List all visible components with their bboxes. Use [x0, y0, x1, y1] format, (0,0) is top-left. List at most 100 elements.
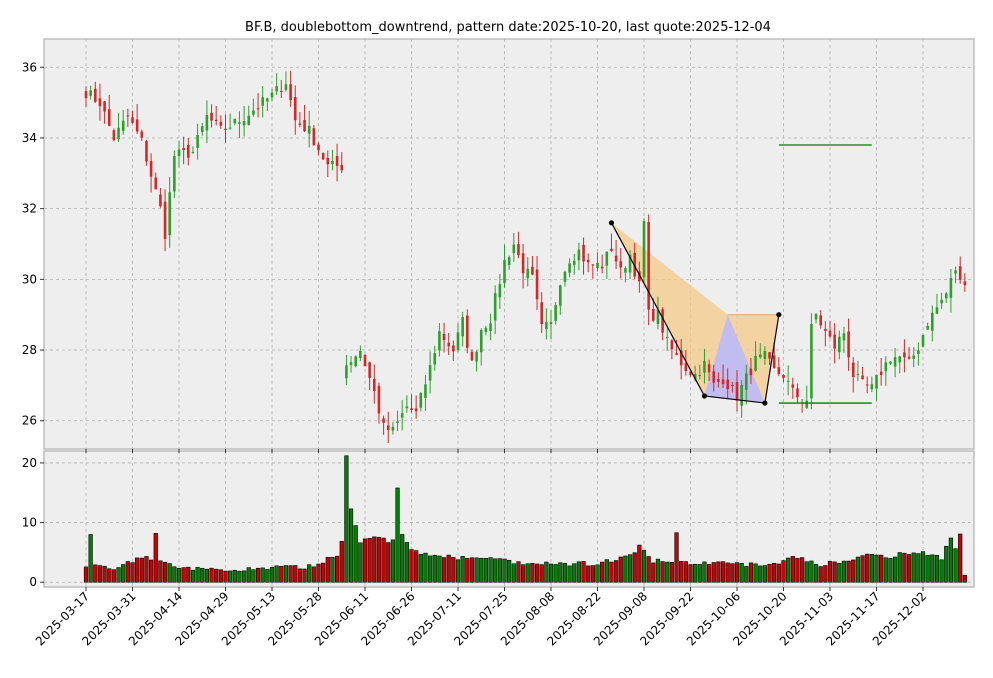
candle-body	[577, 249, 581, 261]
candle-body	[665, 337, 669, 339]
candle-body	[870, 384, 874, 390]
volume-bar	[902, 552, 907, 583]
candle-body	[340, 164, 344, 171]
candle-body	[382, 418, 385, 423]
volume-bar	[172, 566, 177, 583]
volume-bar	[869, 554, 874, 583]
volume-bar	[339, 541, 344, 583]
candle-body	[907, 356, 911, 359]
candle-body	[163, 201, 167, 239]
candle-body	[121, 120, 125, 131]
candle-body	[391, 426, 395, 431]
candle-body	[884, 362, 888, 372]
volume-bar	[302, 568, 307, 583]
volume-bar	[674, 532, 679, 583]
candle-body	[210, 112, 213, 121]
candle-body	[642, 221, 646, 278]
candle-body	[107, 109, 111, 126]
volume-bar	[409, 549, 414, 583]
volume-bar	[153, 533, 158, 583]
candle-body	[456, 332, 460, 350]
pattern-point	[776, 312, 782, 318]
candle-body	[214, 119, 218, 122]
volume-bar	[195, 567, 200, 583]
volume-bar	[158, 560, 163, 583]
volume-bar	[190, 569, 196, 583]
candle-body	[354, 356, 357, 367]
candle-body	[810, 324, 813, 399]
volume-bar	[883, 557, 888, 583]
candle-body	[689, 371, 692, 375]
candle-body	[470, 351, 474, 361]
candle-body	[624, 268, 627, 273]
candle-body	[266, 98, 269, 102]
volume-bar	[888, 557, 893, 583]
volume-bar	[595, 564, 600, 583]
candle-body	[228, 127, 232, 129]
volume-bar	[576, 561, 581, 583]
candle-body	[944, 293, 948, 299]
volume-bar	[376, 536, 382, 583]
volume-bar	[795, 558, 800, 583]
candle-body	[377, 385, 381, 414]
volume-bar	[404, 542, 409, 583]
price-tick-label: 32	[22, 202, 37, 216]
candle-body	[875, 374, 878, 389]
candle-body	[400, 413, 404, 418]
candle-body	[447, 342, 450, 347]
candle-body	[796, 388, 799, 398]
candle-body	[242, 121, 246, 126]
volume-bar	[251, 569, 256, 583]
candle-body	[149, 160, 153, 177]
volume-bar	[181, 567, 186, 583]
candle-body	[893, 357, 897, 367]
volume-bar	[149, 559, 154, 583]
candle-body	[768, 352, 771, 359]
candle-body	[731, 384, 734, 386]
volume-bar	[162, 561, 168, 583]
volume-bar	[255, 567, 261, 583]
candle-body	[307, 125, 311, 134]
candle-body	[903, 352, 906, 358]
volume-bar	[186, 566, 191, 583]
price-tick-label: 34	[22, 131, 37, 145]
volume-bar	[818, 566, 823, 583]
candle-body	[865, 384, 869, 386]
volume-bar	[474, 557, 479, 583]
candle-body	[652, 308, 655, 321]
volume-bar	[772, 562, 777, 583]
candle-body	[200, 126, 204, 133]
volume-bar	[962, 574, 967, 583]
candle-body	[410, 408, 413, 411]
volume-bar	[651, 562, 656, 583]
candle-body	[717, 378, 720, 382]
candle-body	[740, 384, 743, 406]
volume-bar	[906, 554, 912, 583]
candle-body	[466, 315, 469, 348]
candle-body	[345, 365, 348, 379]
volume-bar	[311, 566, 316, 583]
candle-body	[419, 392, 423, 408]
volume-bar	[702, 561, 707, 583]
volume-bar	[358, 542, 363, 583]
candle-body	[917, 350, 920, 355]
volume-bar	[609, 561, 614, 583]
price-panel	[43, 38, 975, 450]
volume-bar	[618, 556, 623, 583]
candle-body	[493, 293, 497, 321]
volume-bar	[786, 557, 791, 583]
candle-body	[600, 266, 604, 269]
pattern-point	[762, 400, 768, 406]
candle-body	[619, 261, 623, 268]
volume-bar	[776, 563, 781, 583]
candle-body	[679, 350, 683, 366]
candle-body	[335, 156, 339, 167]
candle-body	[554, 305, 557, 321]
volume-bar	[860, 555, 865, 583]
volume-bar	[316, 563, 321, 583]
volume-bar	[362, 538, 368, 583]
volume-bar	[548, 563, 554, 583]
candle-body	[745, 373, 748, 390]
candle-body	[252, 110, 255, 115]
candle-body	[98, 98, 102, 107]
